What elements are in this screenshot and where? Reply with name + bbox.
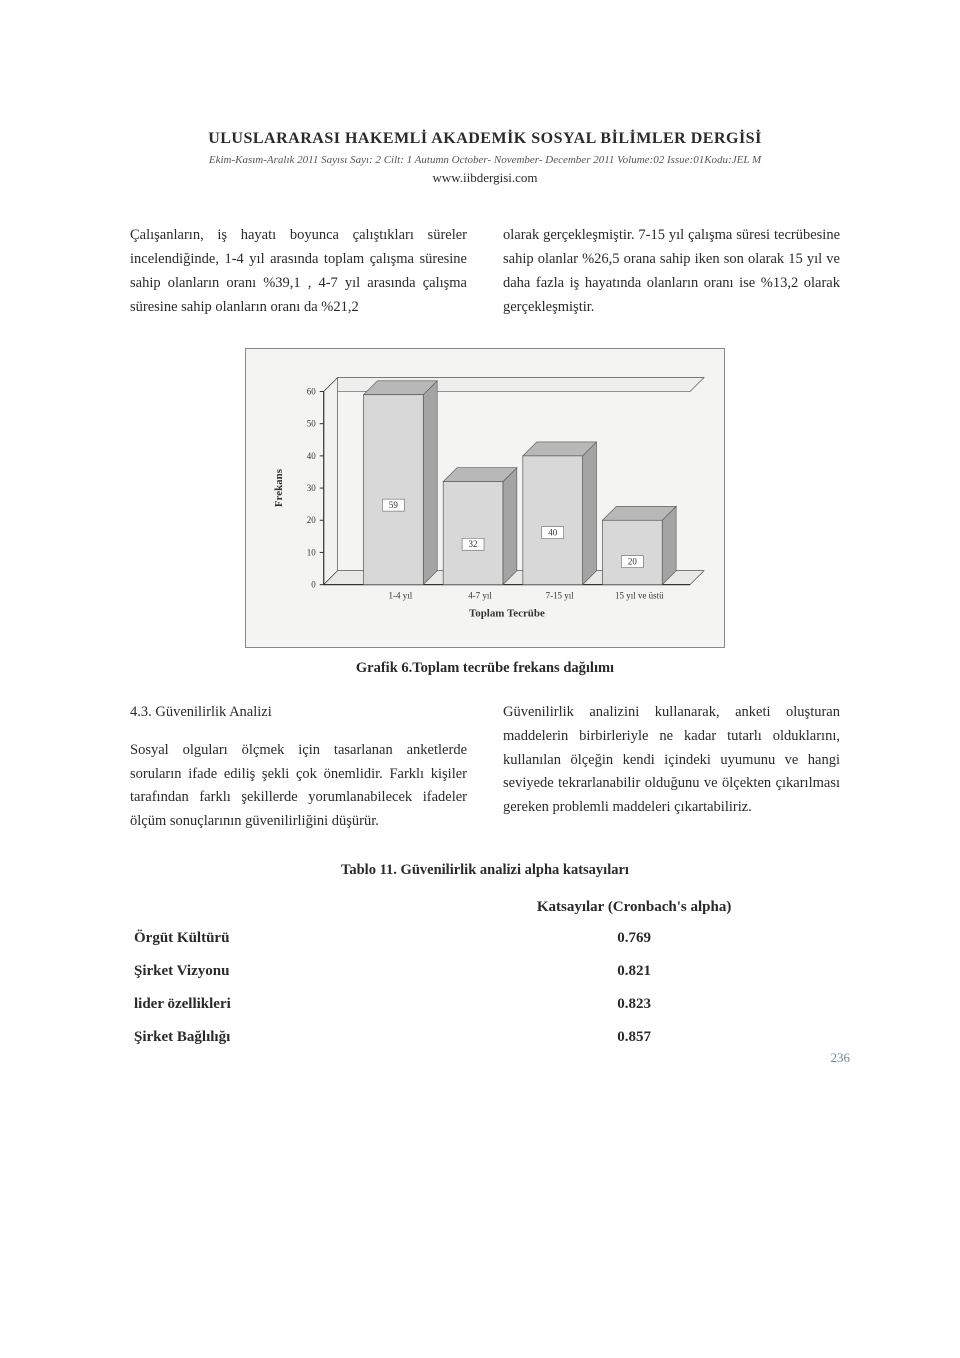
table-header-empty — [130, 893, 428, 922]
analysis-col-right: Güvenilirlik analizini kullanarak, anket… — [503, 701, 840, 835]
svg-text:4-7 yıl: 4-7 yıl — [468, 590, 492, 600]
table-row: lider özellikleri0.823 — [130, 988, 840, 1021]
intro-paragraph-columns: Çalışanların, iş hayatı boyunca çalıştık… — [130, 224, 840, 320]
svg-text:30: 30 — [307, 483, 316, 493]
table-cell-label: lider özellikleri — [130, 988, 428, 1021]
svg-text:10: 10 — [307, 547, 316, 557]
table-row: Şirket Bağlılığı0.857 — [130, 1021, 840, 1054]
analysis-col-left: 4.3. Güvenilirlik Analizi Sosyal olgular… — [130, 701, 467, 835]
analysis-text-left: Sosyal olguları ölçmek için tasarlanan a… — [130, 739, 467, 835]
journal-title: ULUSLARARASI HAKEMLİ AKADEMİK SOSYAL BİL… — [130, 130, 840, 148]
intro-col-right: olarak gerçekleşmiştir. 7-15 yıl çalışma… — [503, 224, 840, 320]
table-cell-value: 0.857 — [428, 1021, 840, 1054]
chart-caption: Grafik 6.Toplam tecrübe frekans dağılımı — [130, 660, 840, 677]
page-header: ULUSLARARASI HAKEMLİ AKADEMİK SOSYAL BİL… — [130, 130, 840, 186]
svg-text:20: 20 — [628, 556, 637, 566]
table-cell-label: Örgüt Kültürü — [130, 922, 428, 955]
journal-url: www.iibdergisi.com — [130, 170, 840, 186]
svg-text:40: 40 — [307, 451, 316, 461]
svg-text:40: 40 — [548, 527, 557, 537]
chart-box: 0 10 20 30 40 50 60 Frekans 59 1-4 yıl 32 4-7 yıl 40… — [245, 348, 725, 648]
table-cell-value: 0.823 — [428, 988, 840, 1021]
svg-text:50: 50 — [307, 418, 316, 428]
svg-text:Frekans: Frekans — [273, 469, 285, 507]
table-cell-value: 0.821 — [428, 955, 840, 988]
svg-text:15 yıl ve üstü: 15 yıl ve üstü — [615, 590, 664, 600]
svg-text:1-4 yıl: 1-4 yıl — [389, 590, 413, 600]
table-row: Şirket Vizyonu0.821 — [130, 955, 840, 988]
alpha-table: Katsayılar (Cronbach's alpha) Örgüt Kült… — [130, 893, 840, 1054]
section-heading: 4.3. Güvenilirlik Analizi — [130, 701, 467, 725]
table-cell-value: 0.769 — [428, 922, 840, 955]
table-cell-label: Şirket Bağlılığı — [130, 1021, 428, 1054]
svg-text:0: 0 — [311, 579, 316, 589]
table-header-alpha: Katsayılar (Cronbach's alpha) — [428, 893, 840, 922]
table-cell-label: Şirket Vizyonu — [130, 955, 428, 988]
svg-text:59: 59 — [389, 500, 398, 510]
svg-text:Toplam Tecrübe: Toplam Tecrübe — [469, 607, 545, 619]
table-caption: Tablo 11. Güvenilirlik analizi alpha kat… — [130, 862, 840, 879]
bar-chart: 0 10 20 30 40 50 60 Frekans 59 1-4 yıl 32 4-7 yıl 40… — [260, 367, 710, 637]
issue-line: Ekim-Kasım-Aralık 2011 Sayısı Sayı: 2 Ci… — [130, 154, 840, 166]
svg-text:20: 20 — [307, 515, 316, 525]
analysis-columns: 4.3. Güvenilirlik Analizi Sosyal olgular… — [130, 701, 840, 835]
page-number: 236 — [831, 1050, 851, 1066]
intro-col-left: Çalışanların, iş hayatı boyunca çalıştık… — [130, 224, 467, 320]
chart-container: 0 10 20 30 40 50 60 Frekans 59 1-4 yıl 32 4-7 yıl 40… — [130, 348, 840, 648]
svg-text:7-15 yıl: 7-15 yıl — [546, 590, 575, 600]
svg-text:60: 60 — [307, 386, 316, 396]
svg-text:32: 32 — [469, 539, 478, 549]
table-row: Örgüt Kültürü0.769 — [130, 922, 840, 955]
